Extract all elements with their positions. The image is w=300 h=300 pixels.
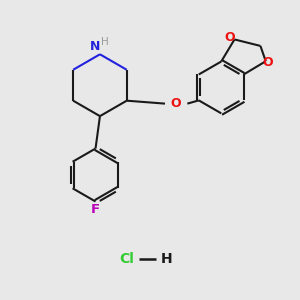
Text: H: H [160,252,172,266]
Text: Cl: Cl [119,252,134,266]
Text: O: O [225,31,236,44]
Text: F: F [91,203,100,216]
Text: H: H [101,37,109,47]
Text: O: O [171,97,181,110]
Text: N: N [90,40,101,52]
Text: O: O [263,56,273,69]
